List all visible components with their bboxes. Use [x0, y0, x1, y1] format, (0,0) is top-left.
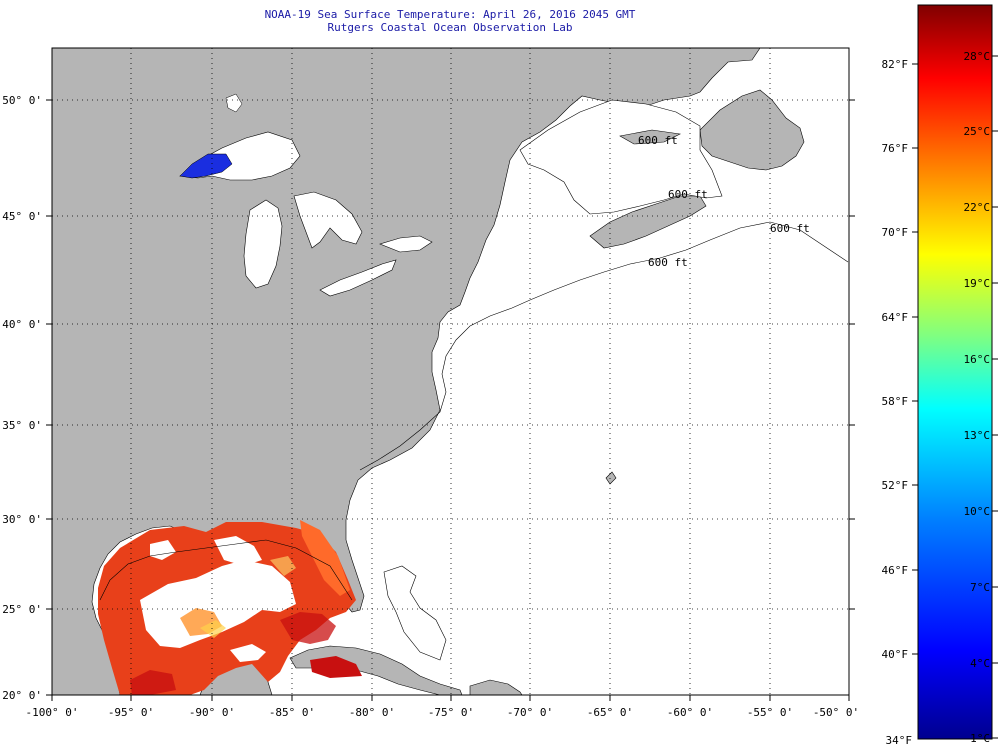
- lon-label: -85° 0': [269, 706, 315, 719]
- depth-contour-gulf: [99, 539, 353, 601]
- lon-label: -90° 0': [189, 706, 235, 719]
- cb-c-label: 25°C: [964, 125, 991, 138]
- cb-f-label: 70°F: [882, 226, 909, 239]
- lat-label: 40° 0': [2, 318, 42, 331]
- cb-c-label: 22°C: [964, 201, 991, 214]
- lat-label: 25° 0': [2, 603, 42, 616]
- cb-f-label: 46°F: [882, 564, 909, 577]
- map-title: NOAA-19 Sea Surface Temperature: April 2…: [0, 8, 900, 34]
- lon-label: -100° 0': [26, 706, 79, 719]
- cb-c-label: 19°C: [964, 277, 991, 290]
- lon-label: -50° 0': [813, 706, 859, 719]
- lake-superior-cold: [179, 153, 233, 179]
- lat-tick-labels: 20° 0' 25° 0' 30° 0' 35° 0' 40° 0' 45° 0…: [2, 94, 42, 702]
- land-north-america: [52, 48, 761, 695]
- lake-ontario: [379, 235, 433, 253]
- lake-erie: [319, 259, 397, 297]
- lat-label: 30° 0': [2, 513, 42, 526]
- lon-tick-labels: -100° 0' -95° 0' -90° 0' -85° 0' -80° 0'…: [26, 706, 860, 719]
- lat-label: 20° 0': [2, 689, 42, 702]
- lon-label: -75° 0': [428, 706, 474, 719]
- contour-label-3: 600 ft: [770, 222, 810, 235]
- gulf-st-lawrence: [519, 99, 723, 215]
- title-line-2: Rutgers Coastal Ocean Observation Lab: [327, 21, 573, 34]
- contour-label-2: 600 ft: [668, 188, 708, 201]
- cb-f-label: 52°F: [882, 479, 909, 492]
- lon-label: -95° 0': [108, 706, 154, 719]
- tick-marks: [46, 99, 855, 701]
- land-newfoundland: [699, 89, 805, 171]
- cb-c-label: 4°C: [970, 657, 990, 670]
- lon-label: -70° 0': [507, 706, 553, 719]
- lake-winnipeg-small: [225, 93, 243, 113]
- cb-c-label: 7°C: [970, 581, 990, 594]
- cb-f-label: 76°F: [882, 142, 909, 155]
- lat-label: 35° 0': [2, 419, 42, 432]
- contour-label-4: 600 ft: [648, 256, 688, 269]
- bermuda: [605, 471, 617, 485]
- lat-label: 50° 0': [2, 94, 42, 107]
- depth-contour: [359, 221, 849, 471]
- land-nova-scotia: [589, 195, 707, 249]
- cb-f-label: 64°F: [882, 311, 909, 324]
- land-hispaniola: [469, 679, 523, 695]
- cb-c-label: 13°C: [964, 429, 991, 442]
- cb-f-label: 34°F: [886, 734, 913, 747]
- cb-f-label: 82°F: [882, 58, 909, 71]
- colorbar-f-labels: 82°F 76°F 70°F 64°F 58°F 52°F 46°F 40°F …: [882, 58, 913, 747]
- lon-label: -80° 0': [349, 706, 395, 719]
- cb-c-label: 10°C: [964, 505, 991, 518]
- cb-c-label: 28°C: [964, 50, 991, 63]
- title-line-1: NOAA-19 Sea Surface Temperature: April 2…: [264, 8, 636, 21]
- cb-c-label: 16°C: [964, 353, 991, 366]
- colorbar-c-labels: 28°C 25°C 22°C 19°C 16°C 13°C 10°C 7°C 4…: [964, 50, 991, 745]
- contour-label-1: 600 ft: [638, 134, 678, 147]
- lon-label: -55° 0': [747, 706, 793, 719]
- lake-huron: [293, 191, 363, 249]
- cb-f-label: 58°F: [882, 395, 909, 408]
- cb-f-label: 40°F: [882, 648, 909, 661]
- lat-label: 45° 0': [2, 210, 42, 223]
- land-anticosti: [619, 129, 681, 145]
- lon-label: -65° 0': [587, 706, 633, 719]
- gulf-sst-field: [98, 520, 362, 695]
- colorbar: [917, 4, 993, 740]
- bahamas-outline: [383, 565, 447, 661]
- cb-c-label: 1°C: [970, 732, 990, 745]
- colorbar-ticks: [912, 55, 998, 739]
- lake-michigan: [243, 199, 283, 289]
- lon-label: -60° 0': [667, 706, 713, 719]
